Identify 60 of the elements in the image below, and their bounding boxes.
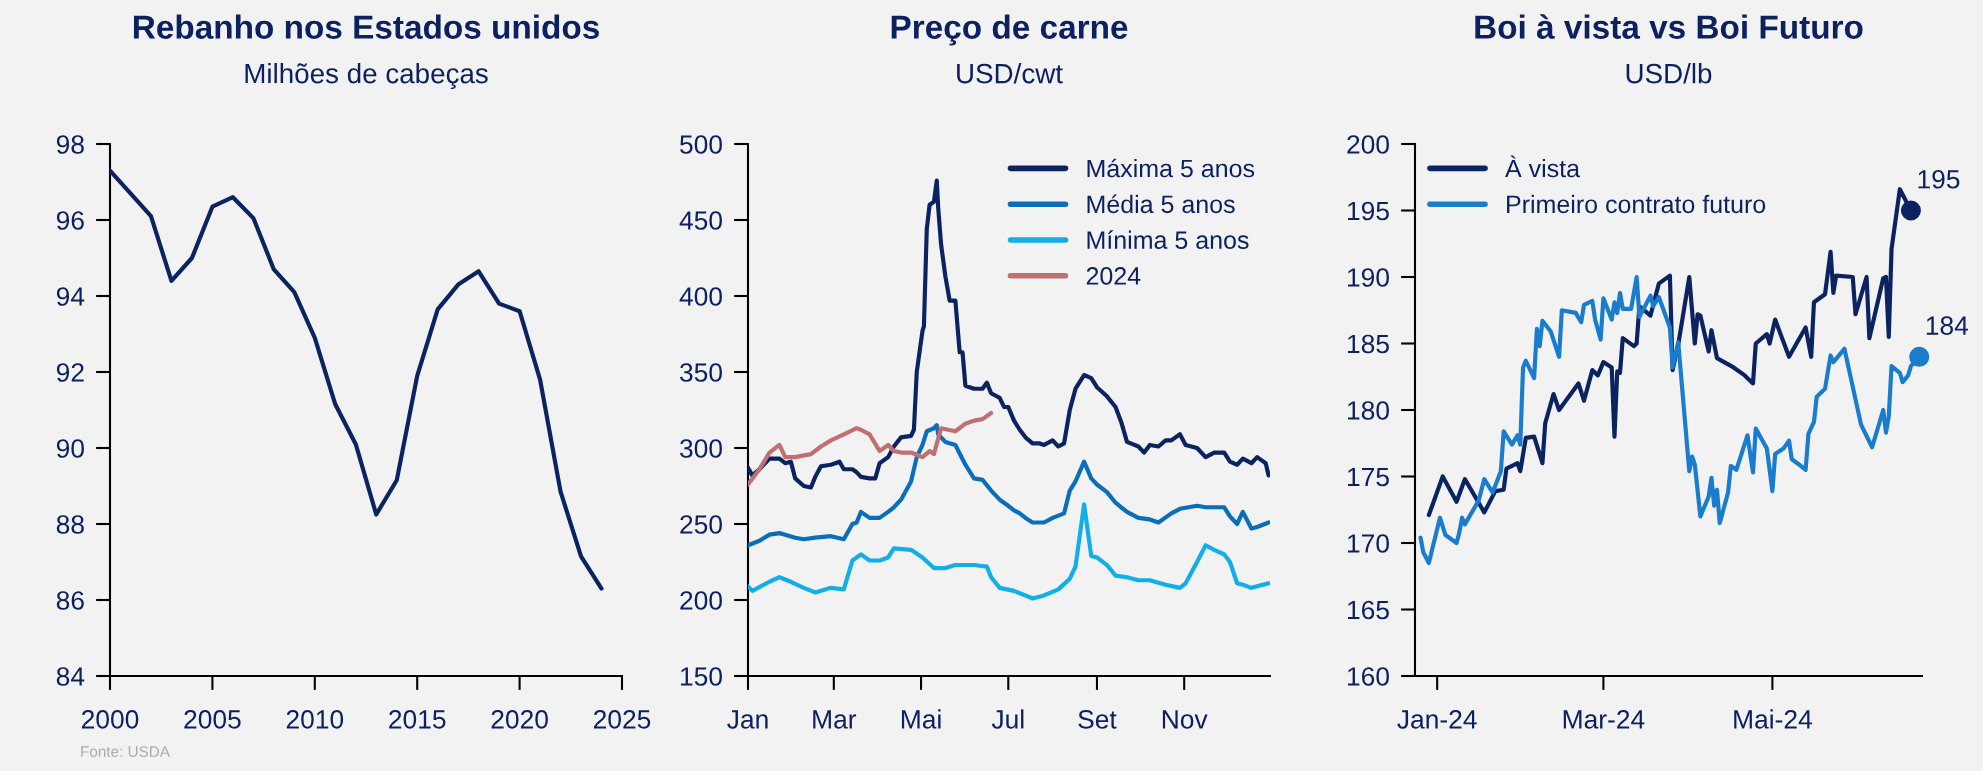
x-tick-label: 2005	[184, 710, 241, 729]
chart-title: Boi à vista vs Boi Futuro	[1475, 14, 1863, 39]
y-tick-label: 165	[1347, 600, 1389, 620]
legend-label: Mínima 5 anos	[1087, 230, 1249, 249]
y-tick-label: 86	[56, 591, 84, 610]
chart-title: Preço de carne	[891, 14, 1128, 46]
y-tick-label: 195	[1347, 201, 1389, 221]
line-series	[748, 502, 1270, 601]
x-tick-label: Jan-24	[1397, 710, 1477, 729]
y-tick-label: 88	[56, 515, 84, 534]
x-tick-label: Jul	[991, 709, 1024, 729]
y-tick-label: 94	[56, 287, 85, 306]
y-tick-label: 450	[679, 211, 722, 230]
y-tick-label: 500	[680, 135, 722, 154]
y-tick-label: 84	[56, 667, 85, 686]
line-series	[748, 423, 1270, 548]
legend-label: Primeiro contrato futuro	[1507, 194, 1766, 214]
line-series	[748, 410, 994, 487]
y-tick-label: 200	[680, 591, 722, 610]
y-tick-label: 300	[679, 439, 722, 458]
x-tick-label: Jan	[727, 710, 768, 729]
y-tick-label: 92	[56, 363, 84, 382]
chart-subtitle: Milhões de cabeças	[245, 62, 488, 90]
x-tick-label: Mar-24	[1563, 710, 1645, 729]
data-label: 195	[1918, 169, 1960, 189]
legend-label: Máxima 5 anos	[1087, 158, 1255, 178]
y-tick-label: 170	[1347, 534, 1389, 553]
line-series	[748, 178, 1270, 490]
x-tick-label: Nov	[1162, 710, 1208, 729]
x-tick-label: Set	[1078, 710, 1117, 729]
chart-subtitle: USD/lb	[1626, 63, 1712, 84]
x-tick-label: 2025	[593, 710, 651, 729]
chart-subtitle: USD/cwt	[957, 63, 1063, 84]
x-tick-label: 2020	[491, 710, 548, 729]
x-tick-label: Mar	[813, 710, 857, 729]
y-tick-label: 200	[1347, 135, 1389, 154]
x-tick-label: Mai-24	[1734, 709, 1812, 729]
y-tick-label: 400	[679, 287, 722, 306]
x-tick-label: Mai	[901, 709, 941, 729]
y-tick-label: 190	[1347, 268, 1389, 287]
data-label: 184	[1926, 316, 1969, 335]
y-tick-label: 175	[1347, 467, 1389, 487]
y-tick-label: 185	[1347, 334, 1389, 354]
y-tick-label: 250	[680, 515, 722, 534]
line-series	[110, 168, 604, 591]
legend-label: Média 5 anos	[1087, 194, 1235, 214]
y-tick-label: 150	[680, 667, 722, 686]
x-tick-label: 2010	[286, 710, 344, 729]
legend-label: 2024	[1086, 267, 1141, 285]
y-tick-label: 350	[679, 363, 722, 382]
y-tick-label: 160	[1347, 667, 1389, 686]
x-tick-label: 2015	[389, 710, 446, 729]
y-tick-label: 180	[1347, 401, 1389, 420]
y-tick-label: 98	[56, 135, 84, 154]
y-tick-label: 90	[56, 439, 84, 458]
legend-label: À vista	[1505, 155, 1581, 178]
source-note: Fonte: USDA	[81, 746, 170, 757]
chart-title: Rebanho nos Estados unidos	[133, 14, 599, 39]
x-tick-label: 2000	[81, 710, 139, 729]
y-tick-label: 96	[56, 211, 84, 230]
